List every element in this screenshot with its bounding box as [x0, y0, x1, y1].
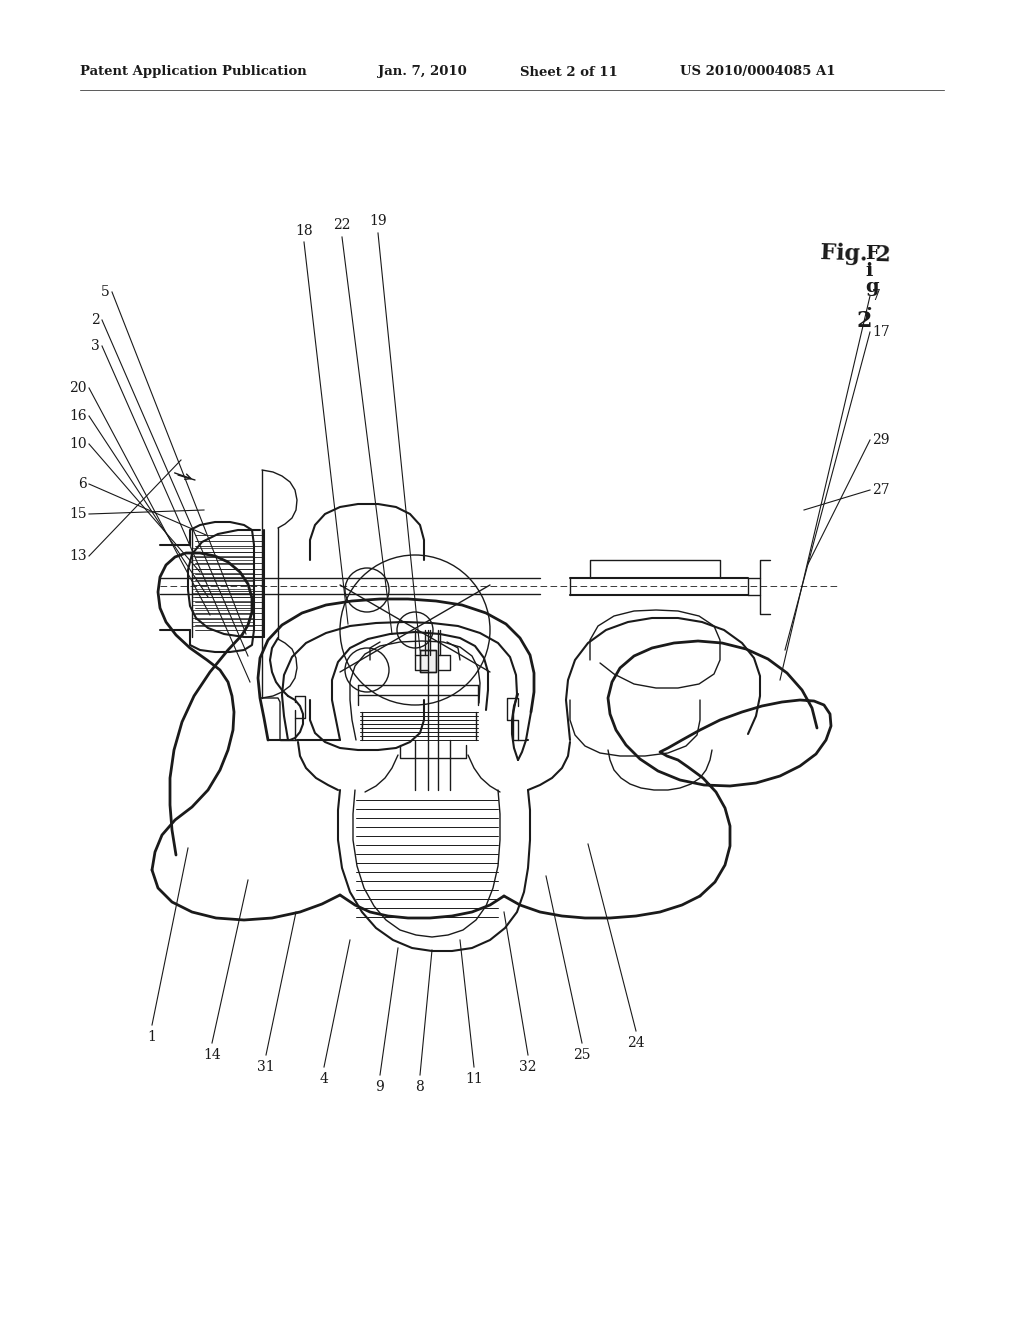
Text: i: i: [865, 261, 872, 280]
Text: 2: 2: [857, 310, 872, 333]
Text: F: F: [865, 246, 879, 263]
Text: 9: 9: [376, 1080, 384, 1094]
Text: Patent Application Publication: Patent Application Publication: [80, 66, 307, 78]
Text: 22: 22: [333, 218, 351, 232]
Text: g: g: [865, 279, 879, 296]
Bar: [420, 649, 436, 672]
Text: 18: 18: [295, 224, 312, 238]
Text: 6: 6: [78, 477, 87, 491]
Text: .: .: [865, 296, 871, 314]
Text: 15: 15: [70, 507, 87, 521]
Text: 13: 13: [70, 549, 87, 564]
Text: 11: 11: [465, 1072, 483, 1086]
Text: 27: 27: [872, 483, 890, 498]
Text: 2: 2: [91, 313, 100, 327]
Text: 3: 3: [91, 339, 100, 352]
Text: 29: 29: [872, 433, 890, 447]
Text: 8: 8: [416, 1080, 424, 1094]
Text: 10: 10: [70, 437, 87, 451]
Text: 4: 4: [319, 1072, 329, 1086]
Text: 31: 31: [257, 1060, 274, 1074]
Text: 25: 25: [573, 1048, 591, 1063]
Text: 20: 20: [70, 381, 87, 395]
Text: 32: 32: [519, 1060, 537, 1074]
Text: 24: 24: [627, 1036, 645, 1049]
Text: Fig. 2: Fig. 2: [820, 242, 891, 267]
Text: 5: 5: [101, 285, 110, 300]
Text: Jan. 7, 2010: Jan. 7, 2010: [378, 66, 467, 78]
Text: 1: 1: [147, 1030, 157, 1044]
Text: 16: 16: [70, 409, 87, 422]
Text: 14: 14: [203, 1048, 221, 1063]
Text: Sheet 2 of 11: Sheet 2 of 11: [520, 66, 617, 78]
Text: 7: 7: [872, 289, 881, 304]
Text: 19: 19: [370, 214, 387, 228]
Text: 17: 17: [872, 325, 890, 339]
Text: US 2010/0004085 A1: US 2010/0004085 A1: [680, 66, 836, 78]
